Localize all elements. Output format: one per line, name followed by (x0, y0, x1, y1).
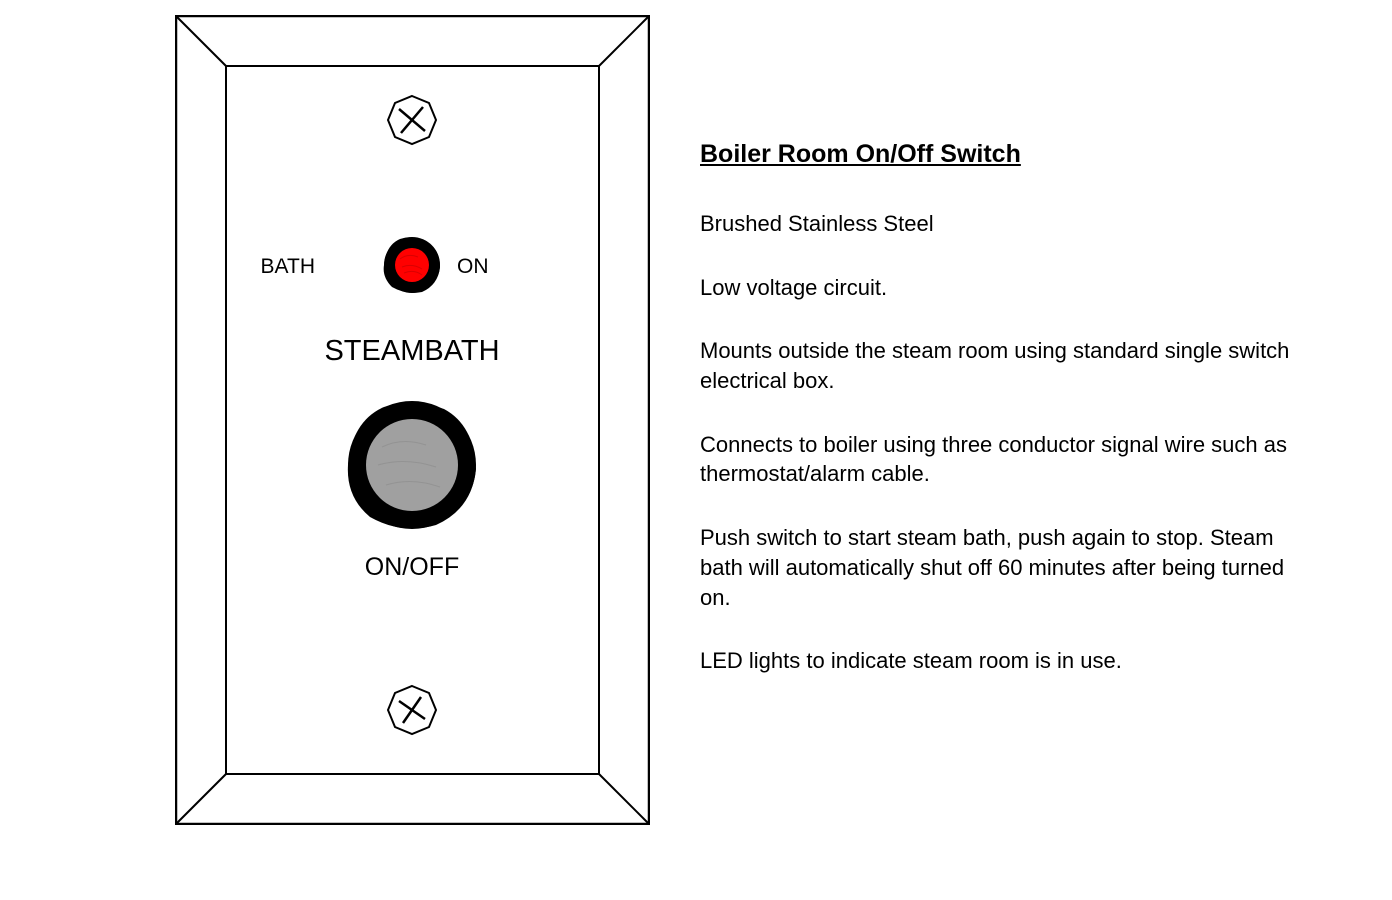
push-button[interactable] (348, 401, 476, 529)
description-block: Boiler Room On/Off Switch Brushed Stainl… (700, 140, 1300, 710)
panel-title-label: STEAMBATH (324, 335, 499, 367)
description-line-4: Push switch to start steam bath, push ag… (700, 523, 1300, 612)
screw-bottom (388, 686, 436, 734)
switch-panel-diagram: BATH ON STEAMBATH ON/OFF (175, 15, 650, 825)
button-label: ON/OFF (365, 553, 459, 581)
screw-top (388, 96, 436, 144)
description-line-0: Brushed Stainless Steel (700, 209, 1300, 239)
led-label-left: BATH (261, 255, 315, 278)
description-line-1: Low voltage circuit. (700, 273, 1300, 303)
page-root: BATH ON STEAMBATH ON/OFF (0, 0, 1392, 900)
description-line-3: Connects to boiler using three conductor… (700, 430, 1300, 489)
led-indicator (384, 237, 440, 293)
description-line-5: LED lights to indicate steam room is in … (700, 646, 1300, 676)
description-title: Boiler Room On/Off Switch (700, 140, 1300, 169)
led-label-right: ON (457, 255, 489, 278)
description-line-2: Mounts outside the steam room using stan… (700, 336, 1300, 395)
switch-panel-svg: BATH ON STEAMBATH ON/OFF (175, 15, 650, 825)
